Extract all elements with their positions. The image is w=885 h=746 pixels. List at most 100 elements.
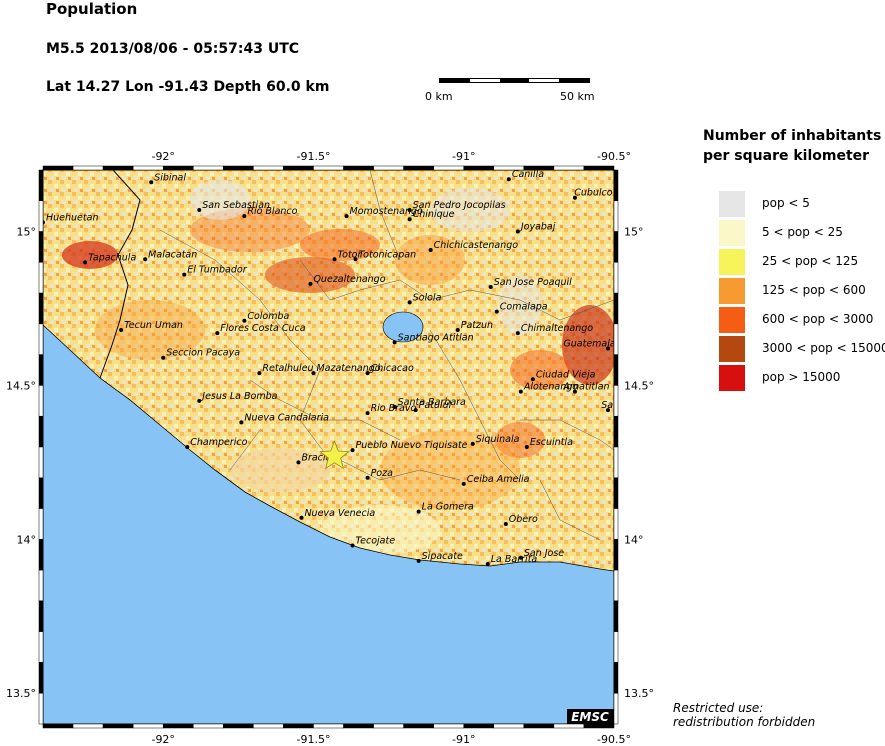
city-marker	[257, 371, 262, 376]
city-label: Rio Bravo	[371, 403, 417, 414]
usage-note: Restricted use: redistribution forbidden	[673, 701, 815, 729]
frame-segment	[613, 539, 619, 571]
city-label: Momostenango	[350, 206, 423, 217]
tick-labels: -92° -92° -91.5° -91.5° -91° -91° -90.5° -90.5°…	[6, 150, 654, 746]
lon-tick-bottom: -92°	[151, 733, 174, 746]
city-label: Rio Blanco	[247, 206, 297, 217]
city-marker	[332, 257, 337, 262]
city-label: San Pedro Jocopilas	[413, 200, 506, 211]
lat-tick-right: 14.5°	[624, 379, 654, 392]
frame-segment	[38, 692, 44, 725]
frame-segment	[613, 508, 619, 540]
city-marker	[311, 371, 316, 376]
emsc-badge	[567, 709, 614, 724]
frame-segment	[613, 200, 619, 232]
city-marker	[488, 284, 493, 289]
lat-tick-left: 15°	[17, 226, 37, 239]
city-marker	[605, 408, 610, 413]
city-marker	[239, 420, 244, 425]
lake-atitlan	[382, 311, 424, 343]
city-label: La Gomera	[422, 502, 474, 513]
city-label: Joyabaj	[519, 222, 556, 233]
city-label: Totonicapan	[359, 249, 417, 260]
legend-label: 5 < pop < 25	[762, 225, 843, 239]
legend-item: 3000 < pop < 15000	[719, 336, 885, 362]
city-label: Cubulco	[574, 188, 613, 199]
city-label: Jesus La Bomba	[200, 391, 277, 402]
city-label: Tecojate	[356, 535, 396, 546]
city-marker	[299, 515, 304, 520]
city-marker	[605, 346, 610, 351]
map-body	[43, 170, 614, 724]
legend-item: pop < 5	[719, 191, 879, 217]
lon-tick-top: -92°	[151, 150, 174, 163]
frame-segment	[223, 723, 254, 729]
city-label: Poza	[371, 468, 394, 479]
city-label: Patzun	[461, 320, 493, 331]
city-marker	[503, 521, 508, 526]
frame-segment	[38, 415, 44, 448]
frame-segment	[283, 165, 314, 171]
frame-segment	[613, 169, 619, 202]
city-label: Santiago Atitlan	[398, 332, 474, 343]
frame-segment	[403, 165, 434, 171]
city-marker	[365, 475, 370, 480]
city-marker	[407, 208, 412, 213]
city-marker	[572, 195, 577, 200]
city-marker	[197, 398, 202, 403]
city-marker	[365, 411, 370, 416]
frame-segment	[553, 723, 585, 729]
city-marker	[407, 300, 412, 305]
frame-segment	[583, 723, 615, 729]
city-label: Amatitlan	[562, 382, 609, 393]
frame-segment	[553, 165, 585, 171]
frame-segment	[583, 165, 615, 171]
city-marker	[143, 257, 148, 262]
city-label: Siquinala	[476, 434, 520, 445]
frame-segment	[613, 631, 619, 663]
legend-label: 600 < pop < 3000	[762, 312, 874, 326]
city-marker	[161, 355, 166, 360]
frame-segment	[613, 354, 619, 386]
border-mexico	[99, 170, 141, 379]
frame-segment	[38, 385, 44, 417]
city-label: Canilla	[512, 169, 544, 180]
city-marker	[308, 281, 313, 286]
city-marker	[392, 340, 397, 345]
city-marker	[392, 404, 397, 409]
frame-segment	[38, 631, 44, 663]
city-label: Obero	[509, 514, 538, 525]
frame-segment	[253, 165, 284, 171]
frame-segment	[463, 165, 495, 171]
frame-segment	[523, 723, 555, 729]
city-label: Nueva Venecia	[304, 508, 375, 519]
legend-label: 125 < pop < 600	[762, 283, 866, 297]
frame-segment	[38, 477, 44, 509]
frame-segment	[613, 231, 619, 263]
city-label: Ciudad Vieja	[536, 369, 596, 380]
city-marker	[182, 272, 187, 277]
city-label: Santa Barbara	[398, 397, 466, 408]
city-marker	[185, 445, 190, 449]
city-marker	[530, 377, 535, 382]
frame-segment	[313, 723, 344, 729]
city-marker	[524, 445, 529, 449]
frame-segment	[38, 354, 44, 386]
city-label: Sibinal	[154, 172, 186, 183]
frame-segment	[38, 600, 44, 632]
frame-segment	[313, 165, 344, 171]
frame-segment	[72, 165, 104, 171]
frame-segment	[493, 165, 525, 171]
frame-segment	[42, 165, 74, 171]
city-label: Retalhuleu	[262, 363, 313, 374]
city-label: Huehuetan	[46, 212, 98, 223]
city-label: Colomba	[247, 311, 289, 322]
frame-segment	[162, 165, 194, 171]
scale-bar: 0 km 50 km	[425, 76, 595, 106]
city-label: Totor	[338, 249, 363, 260]
frame-segment	[38, 292, 44, 325]
legend-swatch	[719, 307, 745, 333]
frame-segment	[38, 262, 44, 294]
city-label: Solola	[413, 292, 442, 303]
scale-bar-graphic	[439, 78, 590, 83]
